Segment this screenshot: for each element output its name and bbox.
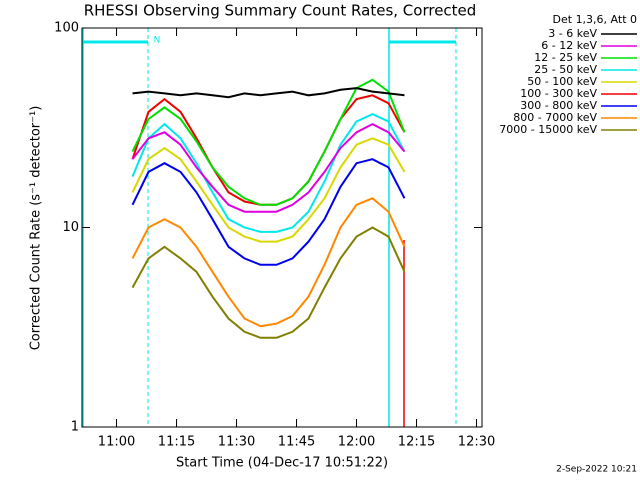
legend-title: Det 1,3,6, Att 0 [553,13,637,26]
x-tick-label: 12:30 [458,435,495,450]
y-tick-label: 1 [71,420,79,435]
x-axis-label: Start Time (04-Dec-17 10:51:22) [176,456,388,471]
legend-label: 6 - 12 keV [541,39,597,52]
chart-title: RHESSI Observing Summary Count Rates, Co… [84,2,477,20]
legend-label: 25 - 50 keV [534,63,597,76]
x-tick-label: 12:00 [338,435,375,450]
footer: 2-Sep-2022 10:21 [556,465,637,475]
night-annotation: N [154,36,161,46]
legend-label: 800 - 7000 keV [513,111,597,124]
series-line [131,112,406,233]
series-line [131,137,406,243]
x-tick-label: 12:15 [398,435,435,450]
series-line [131,78,406,206]
y-axis-label: Corrected Count Rate (s⁻¹ detector⁻¹) [29,106,44,351]
y-tick-label: 100 [54,21,79,36]
legend-label: 7000 - 15000 keV [499,123,597,136]
legend-label: 100 - 300 keV [520,87,597,100]
x-tick-label: 11:00 [98,435,135,450]
series-line [131,226,406,339]
series-line [131,158,406,266]
series-line [131,197,406,328]
legend-label: 12 - 25 keV [534,51,597,64]
series-line [131,122,406,213]
legend-label: 300 - 800 keV [520,99,597,112]
x-tick-label: 11:15 [158,435,195,450]
y-tick-label: 10 [62,220,79,235]
legend-label: 3 - 6 keV [548,27,597,40]
legend-label: 50 - 100 keV [527,75,597,88]
x-tick-label: 11:45 [278,435,315,450]
series-line [132,87,405,99]
x-tick-label: 11:30 [218,435,255,450]
